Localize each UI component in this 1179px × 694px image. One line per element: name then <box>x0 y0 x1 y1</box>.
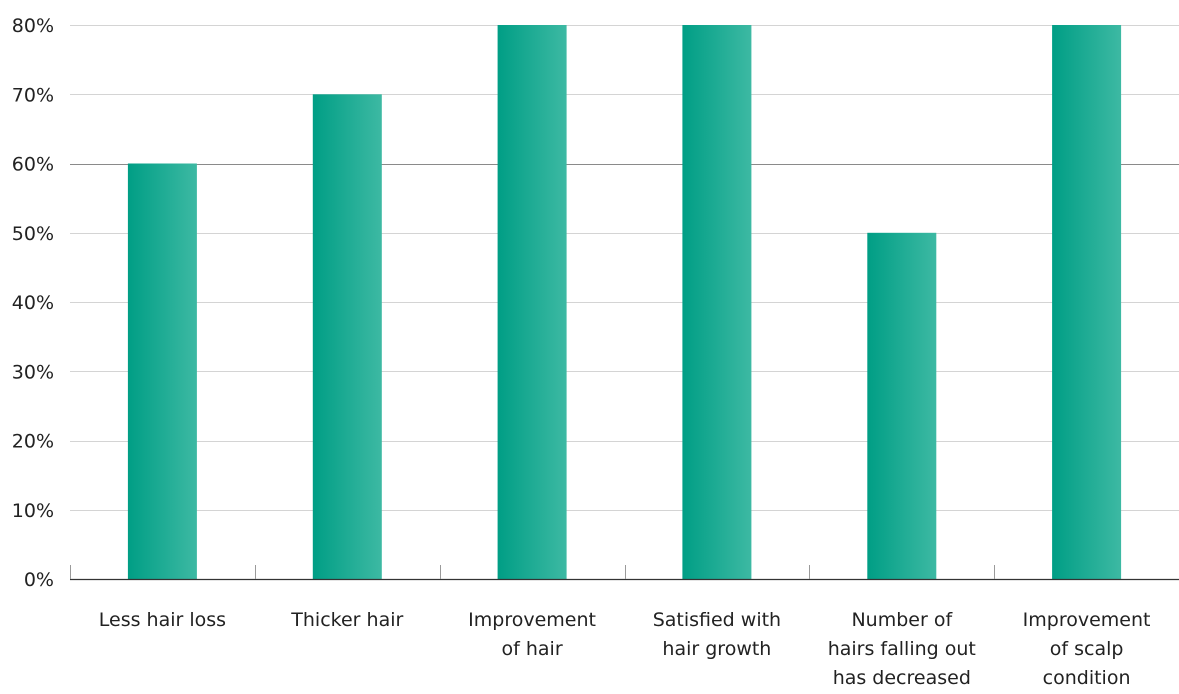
bar <box>497 25 567 579</box>
gridlines <box>70 25 1179 511</box>
category-label: Satisfied with hair growth <box>653 609 781 660</box>
bars <box>127 25 1122 580</box>
y-tick-label: 70% <box>12 84 54 106</box>
y-tick-label: 80% <box>12 15 54 37</box>
y-tick-label: 60% <box>12 154 54 176</box>
bar <box>312 94 382 580</box>
category-label: Improvement of scalp condition <box>1023 609 1151 689</box>
y-tick-label: 30% <box>12 361 54 383</box>
category-label: Improvement of hair <box>468 609 596 660</box>
category-label: Number of hairs falling out has decreased <box>828 609 976 689</box>
y-tick-label: 40% <box>12 292 54 314</box>
y-tick-labels: 0% 10% 20% 30% 40% 50% 60% 70% 80% <box>12 15 54 591</box>
category-label: Less hair loss <box>99 609 226 631</box>
y-tick-label: 50% <box>12 223 54 245</box>
y-tick-label: 20% <box>12 431 54 453</box>
category-labels: Less hair loss Thicker hair Improvement of … <box>99 609 1151 689</box>
bar <box>127 163 197 579</box>
y-tick-label: 10% <box>12 500 54 522</box>
bar <box>1052 25 1122 579</box>
x-axis <box>70 565 1179 581</box>
bar <box>867 232 937 580</box>
y-tick-label: 0% <box>24 569 54 591</box>
category-label: Thicker hair <box>290 609 403 631</box>
bar <box>682 25 752 579</box>
